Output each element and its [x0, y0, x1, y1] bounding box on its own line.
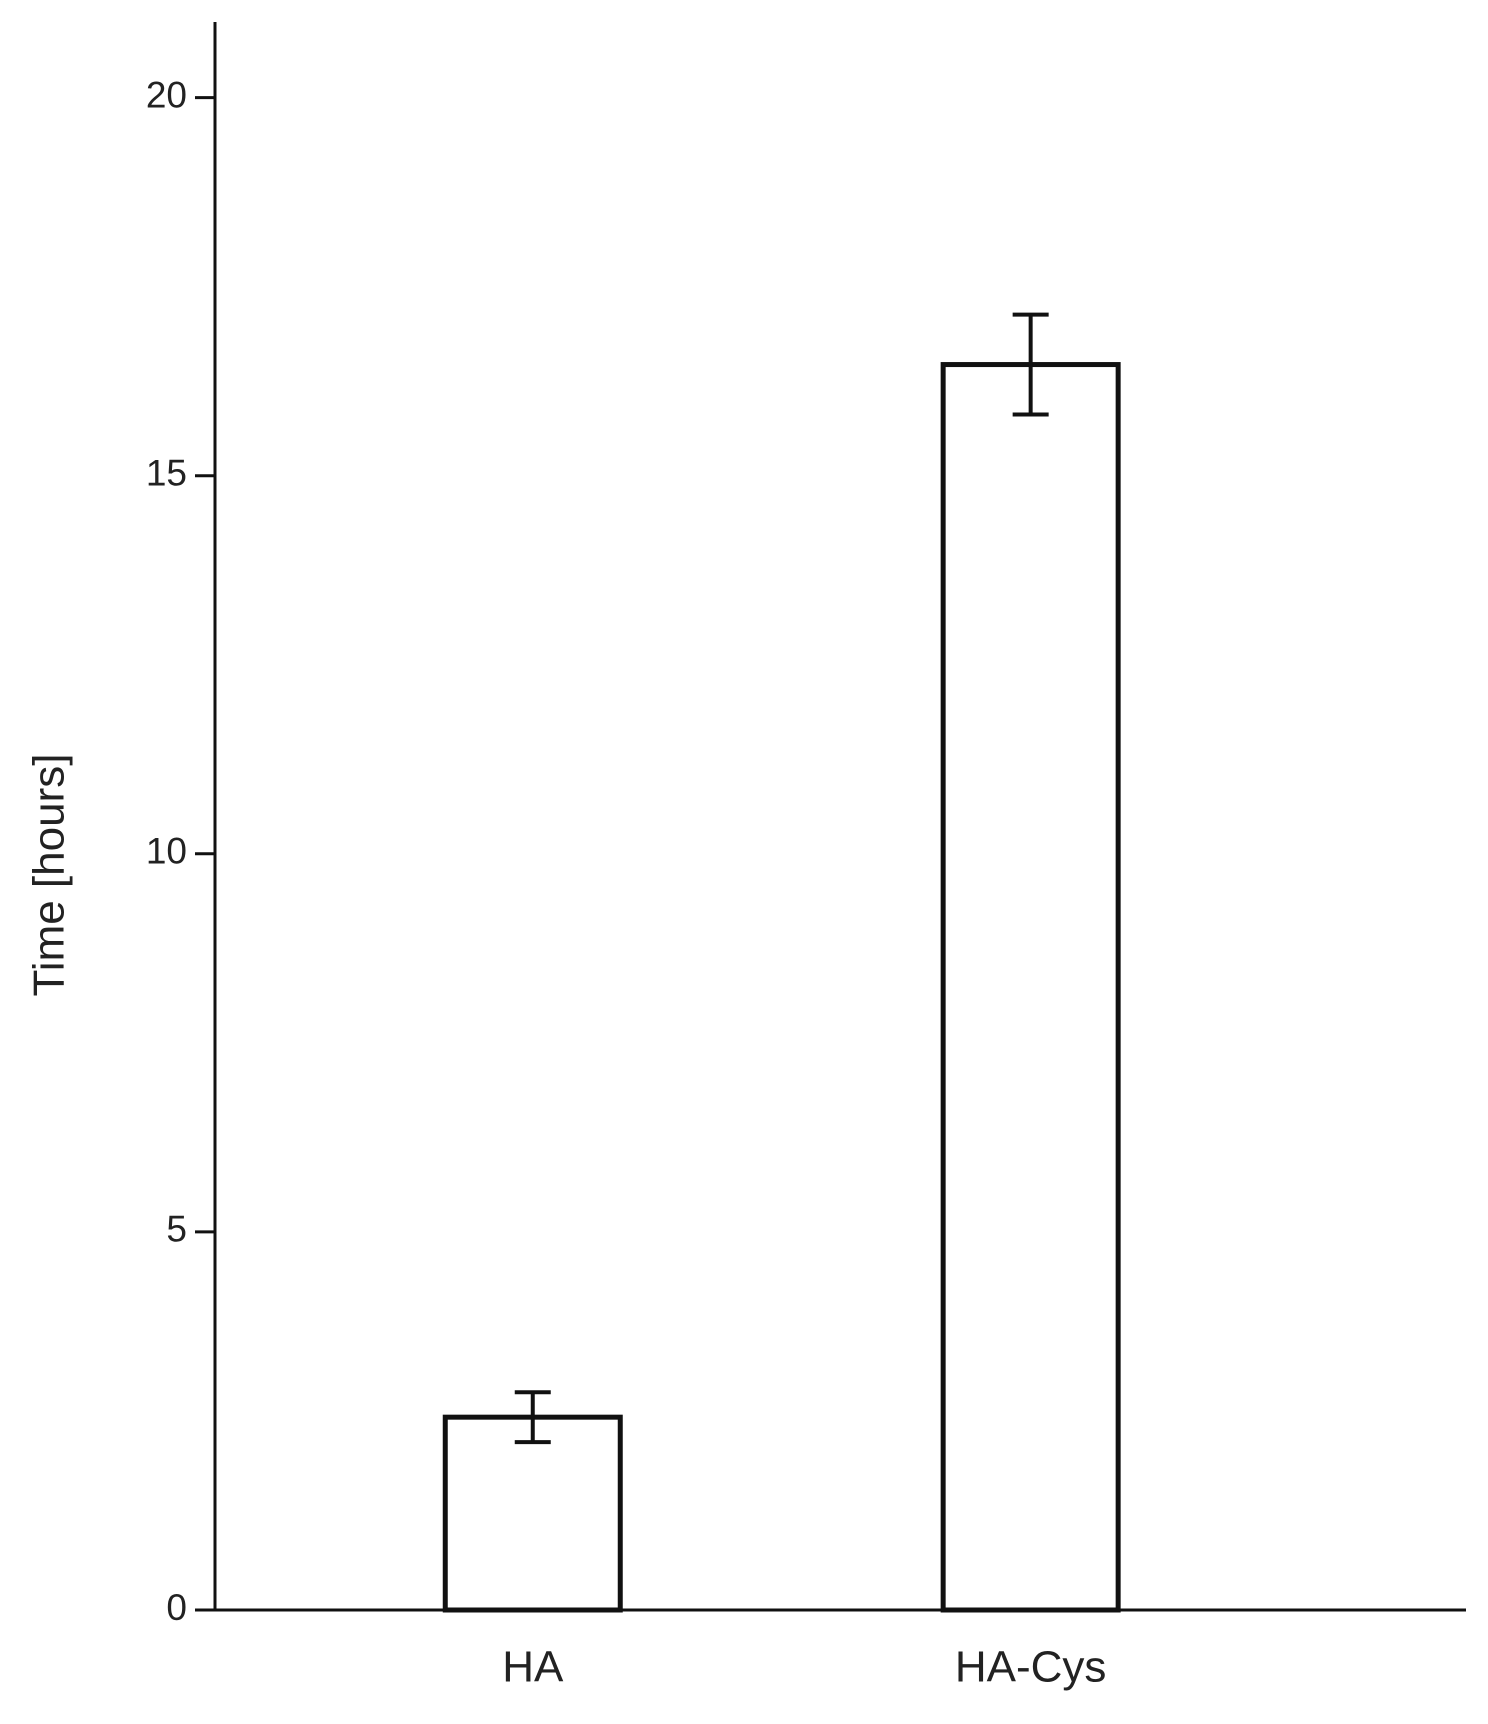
bar: [442, 1414, 623, 1613]
y-tick-label: 15: [146, 452, 187, 493]
error-bar: [514, 1390, 551, 1445]
y-tick-label: 10: [146, 831, 187, 872]
x-tick-label: HA-Cys: [955, 1643, 1107, 1692]
bar: [940, 362, 1121, 1613]
y-axis-label: Time [hours]: [25, 754, 74, 997]
y-tick-label: 5: [166, 1209, 187, 1250]
y-tick-label: 20: [146, 74, 187, 115]
y-tick-label: 0: [166, 1587, 187, 1628]
x-tick-label: HA: [502, 1643, 564, 1692]
error-bar: [1012, 312, 1049, 417]
